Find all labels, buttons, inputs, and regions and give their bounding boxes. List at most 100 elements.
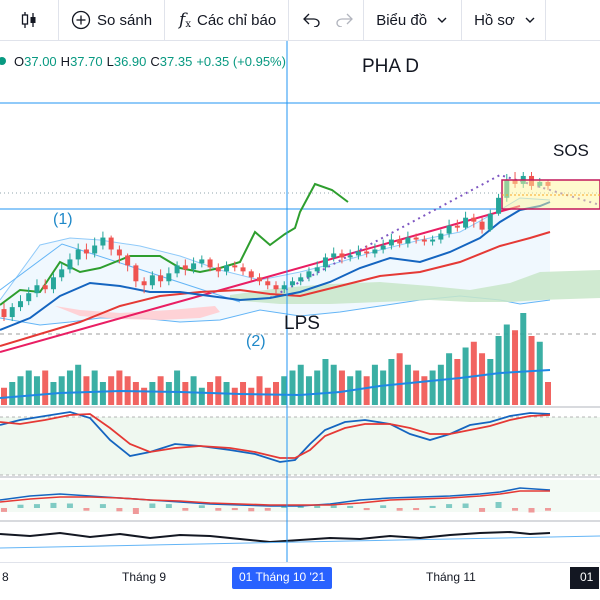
candle xyxy=(265,277,271,290)
lps-label: LPS xyxy=(284,313,320,334)
volume-bar xyxy=(421,376,428,405)
macd-bar xyxy=(83,508,90,511)
candle xyxy=(133,263,139,288)
candle xyxy=(50,273,56,294)
candle-body xyxy=(26,293,32,302)
candle-body xyxy=(224,265,230,272)
candle xyxy=(471,213,477,228)
candle-body xyxy=(306,271,312,278)
candle-body xyxy=(454,225,460,228)
candle-body xyxy=(347,255,353,258)
candle xyxy=(224,261,230,276)
volume-bar xyxy=(289,370,296,405)
volume-bar xyxy=(83,376,90,405)
candle xyxy=(100,231,106,250)
candle-body xyxy=(17,301,23,308)
macd-bar xyxy=(413,508,420,511)
candle-body xyxy=(298,277,304,282)
volume-bar xyxy=(215,376,222,405)
macd-bar xyxy=(363,508,370,511)
macd-bar xyxy=(512,508,519,511)
candle-body xyxy=(289,281,295,286)
volume-bar xyxy=(174,370,181,405)
volume-bar xyxy=(1,387,7,405)
macd-bar xyxy=(1,508,7,512)
high-value: 37.70 xyxy=(70,53,103,69)
candle-body xyxy=(92,245,98,254)
bollinger-fill xyxy=(0,198,550,325)
macd-bar xyxy=(116,508,123,512)
candle-body xyxy=(331,253,337,258)
change-value: +0.35 (+0.95%) xyxy=(196,53,286,69)
osc-baseline xyxy=(0,535,600,549)
redo-icon[interactable] xyxy=(335,13,354,27)
candle-body xyxy=(199,259,205,264)
volume-bar xyxy=(91,370,98,405)
candle xyxy=(9,303,15,322)
candle-body xyxy=(339,253,345,258)
candles-icon xyxy=(21,11,37,29)
volume-bar xyxy=(141,387,148,405)
chart-type-button[interactable] xyxy=(0,0,58,41)
volume-bar xyxy=(281,376,288,405)
sos-label: SOS xyxy=(553,141,589,160)
macd-bar xyxy=(99,504,106,508)
time-axis[interactable]: 8 Tháng 9 01 Tháng 10 '21 Tháng 11 01 xyxy=(0,562,600,600)
macd-bar xyxy=(215,508,222,511)
candle-body xyxy=(133,265,139,282)
candle xyxy=(83,243,89,260)
chart-menu-button[interactable]: Biểu đồ xyxy=(364,0,461,41)
candle xyxy=(207,257,213,272)
volume-bar xyxy=(248,387,255,405)
volume-bar xyxy=(495,336,502,405)
volume-bar xyxy=(536,341,543,405)
volume-bar xyxy=(116,370,123,405)
volume-bar xyxy=(198,387,205,405)
open-value: 37.00 xyxy=(24,53,57,69)
candle-body xyxy=(166,273,172,282)
candle xyxy=(34,279,40,298)
macd-bar xyxy=(132,508,139,514)
macd-signal xyxy=(0,490,550,506)
macd-bar xyxy=(528,508,535,513)
price-chart[interactable]: PHA D SOS LPS (1) (2) xyxy=(0,41,600,562)
candle xyxy=(125,253,131,272)
volume-bar xyxy=(545,382,551,405)
macd-bar xyxy=(479,508,486,512)
profile-button[interactable]: Hồ sơ xyxy=(462,0,545,41)
cloud-green xyxy=(230,270,600,304)
undo-icon[interactable] xyxy=(303,13,321,27)
candle xyxy=(1,303,7,322)
volume-bar xyxy=(165,382,172,405)
candle-body xyxy=(265,281,271,286)
volume-bar xyxy=(338,370,345,405)
volume-bar xyxy=(190,376,197,405)
macd-bar xyxy=(50,502,57,508)
macd-bar xyxy=(33,504,40,508)
volume-bar xyxy=(388,359,395,405)
candle xyxy=(413,233,419,244)
volume-bar xyxy=(157,376,164,405)
tick-left-partial: 8 xyxy=(2,570,9,584)
macd-bar xyxy=(446,504,453,508)
candle xyxy=(273,281,279,294)
candle-body xyxy=(463,217,469,228)
compare-button[interactable]: So sánh xyxy=(59,0,164,41)
volume-bar xyxy=(17,376,24,405)
candle xyxy=(347,249,353,262)
candle xyxy=(59,263,65,282)
low-key: L xyxy=(106,53,114,69)
candle-body xyxy=(42,285,48,290)
undo-redo-group xyxy=(289,0,363,41)
candle-body xyxy=(59,269,65,278)
stoch-k xyxy=(0,411,551,463)
candle xyxy=(191,257,197,274)
candle xyxy=(149,271,155,290)
candle xyxy=(199,255,205,268)
candle-body xyxy=(322,257,328,268)
candle xyxy=(141,277,147,294)
volume-bar xyxy=(99,382,106,405)
